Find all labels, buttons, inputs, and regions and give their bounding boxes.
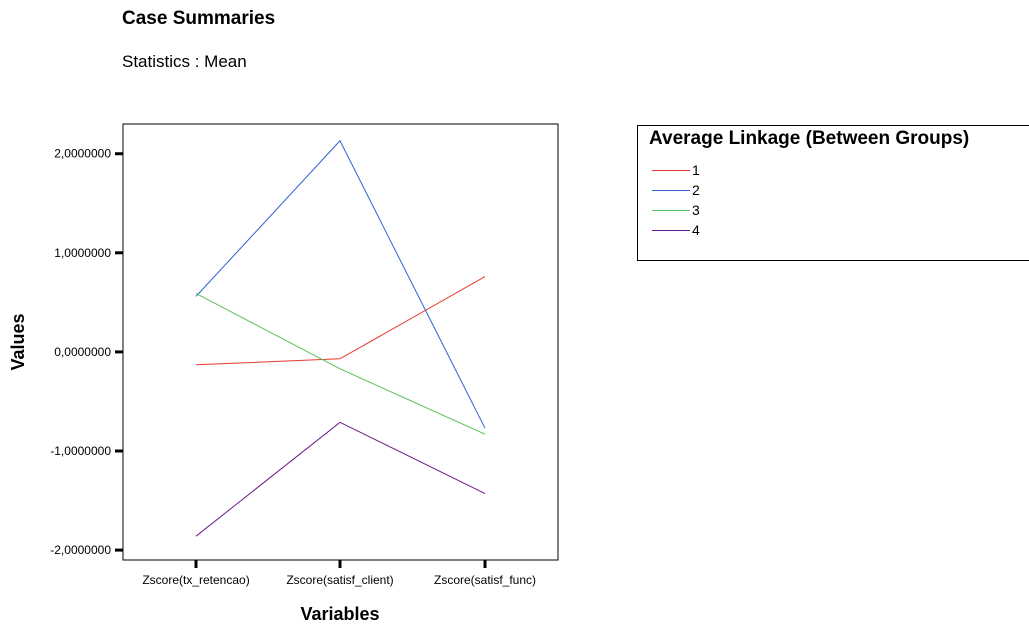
legend-item-1: 1 — [652, 160, 700, 180]
y-tick-label: 2,0000000 — [54, 147, 111, 161]
legend-label: 2 — [692, 182, 700, 198]
series-line-1 — [195, 276, 486, 366]
legend-label: 4 — [692, 222, 700, 238]
legend: Average Linkage (Between Groups) 1 2 3 4 — [637, 125, 1029, 261]
x-tick-label: Zscore(satisf_func) — [434, 573, 536, 587]
series-line-3 — [195, 292, 486, 435]
x-tick-label: Zscore(tx_retencao) — [142, 573, 249, 587]
y-tick-label: 1,0000000 — [54, 246, 111, 260]
y-axis-title: Values — [8, 313, 28, 370]
y-tick-label: 0,0000000 — [54, 345, 111, 359]
legend-item-3: 3 — [652, 200, 700, 220]
y-tick-label: -2,0000000 — [50, 543, 111, 557]
x-axis-title: Variables — [300, 604, 379, 624]
page-subtitle: Statistics : Mean — [122, 52, 247, 71]
series-line-4 — [195, 421, 486, 537]
legend-label: 3 — [692, 202, 700, 218]
series-lines — [195, 139, 486, 537]
x-axis: Zscore(tx_retencao) Zscore(satisf_client)… — [142, 560, 536, 587]
y-tick-label: -1,0000000 — [50, 444, 111, 458]
legend-title: Average Linkage (Between Groups) — [649, 128, 970, 149]
legend-label: 1 — [692, 162, 700, 178]
y-axis: -2,0000000 -1,0000000 0,0000000 1,0000000 2,… — [50, 147, 123, 557]
legend-swatch — [652, 229, 690, 231]
legend-item-4: 4 — [652, 220, 700, 240]
page-title: Case Summaries — [122, 8, 276, 29]
legend-swatch — [652, 209, 690, 211]
series-line-2 — [195, 139, 486, 429]
plot-area — [122, 123, 559, 561]
x-tick-label: Zscore(satisf_client) — [286, 573, 393, 587]
legend-swatch — [652, 189, 690, 191]
legend-swatch — [652, 169, 690, 171]
legend-item-2: 2 — [652, 180, 700, 200]
